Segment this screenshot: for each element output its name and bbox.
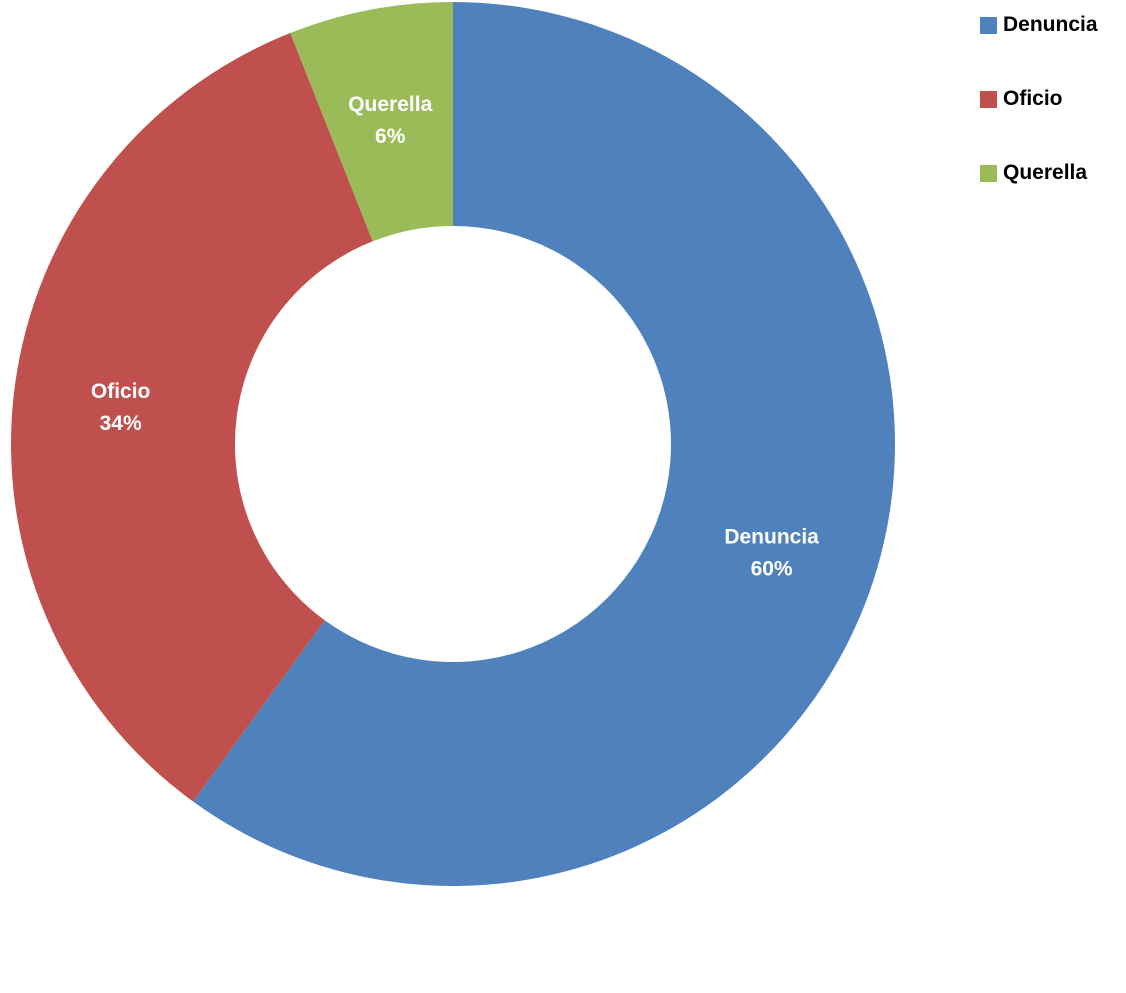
slice-denuncia (193, 2, 895, 886)
legend-item-oficio: Oficio (980, 86, 1120, 112)
data-label-value: 34% (100, 412, 142, 435)
legend-label-denuncia: Denuncia (1003, 13, 1098, 36)
slice-oficio (10, 33, 373, 802)
data-label-category: Denuncia (724, 526, 819, 549)
legend-item-denuncia: Denuncia (980, 12, 1120, 38)
legend-item-querella: Querella (980, 160, 1120, 186)
legend: Denuncia Oficio Querella (980, 12, 1120, 234)
data-label-oficio: Oficio 34% (91, 380, 151, 435)
slice-querella (290, 2, 453, 242)
legend-swatch-denuncia (980, 16, 997, 34)
legend-swatch-querella (980, 164, 997, 182)
legend-label-querella: Querella (1003, 161, 1088, 184)
data-label-category: Oficio (91, 380, 151, 403)
data-label-value: 60% (751, 558, 793, 581)
data-label-querella: Querella 6% (348, 93, 432, 148)
data-label-denuncia: Denuncia 60% (724, 526, 819, 581)
legend-label-oficio: Oficio (1003, 87, 1063, 110)
data-label-category: Querella (348, 93, 432, 116)
legend-swatch-oficio (980, 90, 997, 108)
data-label-value: 6% (375, 125, 406, 148)
